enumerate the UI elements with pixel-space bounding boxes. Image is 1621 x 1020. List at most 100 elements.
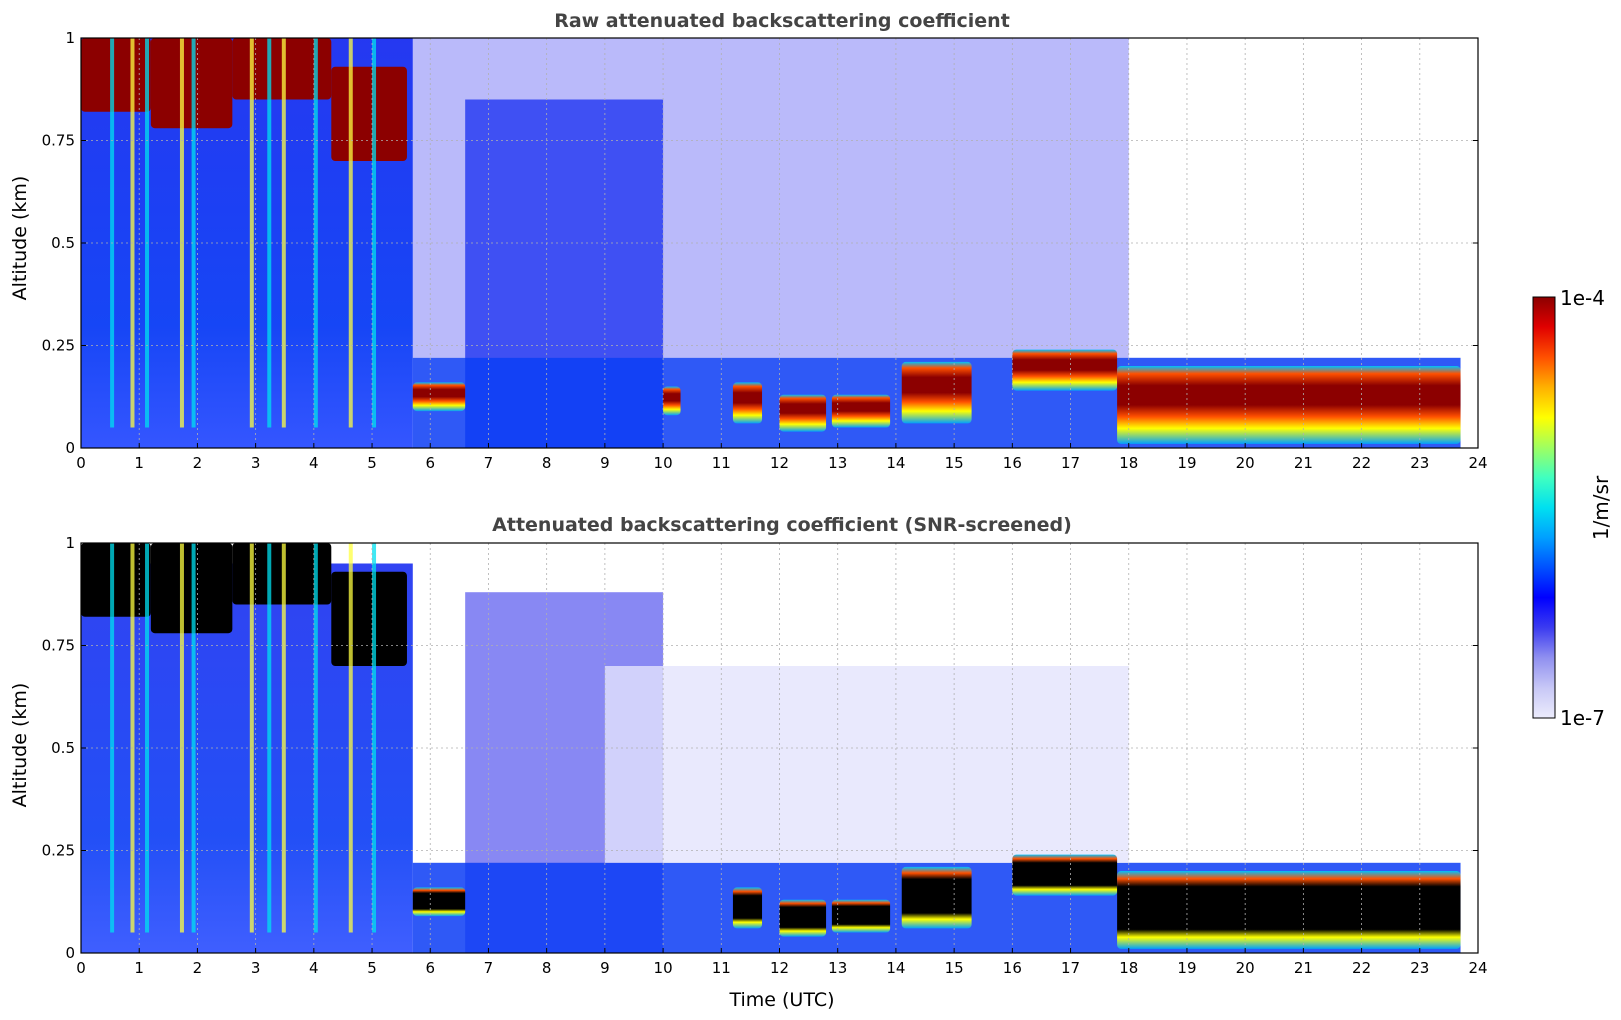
x-tick-label: 12: [770, 959, 789, 977]
precip-streak-10: [372, 38, 377, 428]
x-tick-label: 5: [367, 454, 377, 472]
x-tick-label: 2: [193, 454, 203, 472]
colorbar-unit-label: 1/m/sr: [1589, 475, 1613, 540]
precip-streak-2: [145, 38, 150, 428]
x-tick-label: 17: [1061, 454, 1080, 472]
layer-segment-1-4: [901, 866, 972, 929]
layer-segment-0-0: [81, 38, 151, 112]
screened-y-axis-label: Altitude (km): [9, 683, 31, 808]
x-tick-label: 15: [945, 454, 964, 472]
x-tick-label: 8: [542, 959, 552, 977]
x-tick-label: 4: [309, 454, 319, 472]
x-tick-label: 22: [1352, 959, 1371, 977]
y-tick-label: 0.5: [51, 739, 75, 757]
raw-panel-title: Raw attenuated backscattering coefficien…: [554, 10, 1010, 32]
y-tick-label: 0.75: [42, 637, 75, 655]
y-tick-label: 0.25: [42, 842, 75, 860]
x-tick-label: 2: [193, 959, 203, 977]
x-tick-label: 9: [600, 959, 610, 977]
layer-segment-1-4: [831, 394, 891, 428]
precip-streak-8: [313, 38, 318, 428]
x-tick-label: 1: [134, 959, 144, 977]
y-tick-label: 0: [65, 944, 75, 962]
raw-backscatter-panel: Raw attenuated backscattering coefficien…: [9, 10, 1488, 472]
screened-backscatter-panel: Attenuated backscattering coefficient (S…: [9, 514, 1488, 1011]
x-tick-label: 6: [425, 959, 435, 977]
plot-frame: [80, 542, 1479, 954]
x-tick-label: 11: [712, 959, 731, 977]
x-tick-label: 18: [1119, 454, 1138, 472]
layer-segment-1-3: [831, 899, 891, 933]
x-tick-label: 0: [76, 959, 86, 977]
precip-streak-9: [348, 38, 353, 428]
x-tick-label: 13: [828, 959, 847, 977]
plot-frame: [80, 37, 1479, 449]
x-tick-label: 12: [770, 454, 789, 472]
x-tick-label: 20: [1236, 454, 1255, 472]
x-tick-label: 9: [600, 454, 610, 472]
x-tick-label: 23: [1410, 959, 1429, 977]
layer-segment-1-2: [732, 382, 763, 424]
precip-streak-0: [110, 543, 115, 933]
x-tick-label: 17: [1061, 959, 1080, 977]
layer-segment-0-3: [331, 571, 407, 666]
colorbar-gradient: [1532, 296, 1556, 719]
layer-segment-1-6: [1012, 349, 1118, 391]
precip-streak-1: [130, 543, 135, 933]
screened-heatmap-area: 0 1 2 3 4 5 6 7 8 9 10 11 12 13 14 15 16 17 18 19 20 21 22 23 24…: [42, 534, 1488, 977]
x-tick-label: 1: [134, 454, 144, 472]
y-tick-label: 0: [65, 439, 75, 457]
layer-segment-0-3: [331, 66, 407, 161]
x-tick-label: 13: [828, 454, 847, 472]
x-tick-label: 21: [1294, 454, 1313, 472]
precip-streak-3: [179, 543, 184, 933]
layer-segment-1-1: [663, 386, 681, 416]
x-tick-label: 3: [251, 959, 261, 977]
precip-streak-9: [348, 543, 353, 933]
precip-streak-3: [179, 38, 184, 428]
precip-streak-6: [267, 38, 272, 428]
x-tick-label: 6: [425, 454, 435, 472]
layer-segment-0-0: [81, 543, 151, 617]
x-tick-label: 19: [1177, 959, 1196, 977]
y-tick-label: 0.25: [42, 337, 75, 355]
precip-streak-5: [249, 38, 254, 428]
screened-haze: [604, 666, 1129, 863]
precip-streak-5: [249, 543, 254, 933]
screened-panel-title: Attenuated backscattering coefficient (S…: [492, 514, 1072, 536]
layer-segment-1-5: [1012, 854, 1118, 896]
colorbar-min-label: 1e-7: [1560, 706, 1605, 730]
x-tick-label: 24: [1468, 959, 1487, 977]
x-tick-label: 21: [1294, 959, 1313, 977]
layer-segment-1-3: [779, 394, 827, 432]
layer-segment-1-0: [412, 887, 466, 917]
x-tick-label: 20: [1236, 959, 1255, 977]
x-tick-label: 14: [886, 959, 905, 977]
x-tick-label: 23: [1410, 454, 1429, 472]
x-tick-label: 3: [251, 454, 261, 472]
x-tick-label: 7: [484, 959, 494, 977]
x-tick-label: 4: [309, 959, 319, 977]
x-tick-label: 11: [712, 454, 731, 472]
x-tick-label: 16: [1003, 959, 1022, 977]
x-tick-label: 5: [367, 959, 377, 977]
x-tick-label: 10: [654, 454, 673, 472]
raw-heatmap-area: 0 1 2 3 4 5 6 7 8 9 10 11 12 13 14 15 16 17 18 19 20 21 22 23 24…: [42, 29, 1488, 472]
precip-streak-1: [130, 38, 135, 428]
layer-segment-1-1: [732, 887, 763, 929]
colorbar-max-label: 1e-4: [1560, 286, 1605, 310]
precip-streak-0: [110, 38, 115, 428]
x-tick-label: 18: [1119, 959, 1138, 977]
layer-segment-1-0: [412, 382, 466, 412]
precip-streak-6: [267, 543, 272, 933]
layer-segment-1-6: [1117, 871, 1461, 949]
layer-segment-1-5: [901, 361, 972, 424]
x-tick-label: 22: [1352, 454, 1371, 472]
x-tick-label: 0: [76, 454, 86, 472]
y-tick-label: 0.5: [51, 234, 75, 252]
precip-streak-7: [281, 38, 286, 428]
precip-streak-10: [372, 543, 377, 933]
x-tick-label: 16: [1003, 454, 1022, 472]
x-tick-label: 24: [1468, 454, 1487, 472]
